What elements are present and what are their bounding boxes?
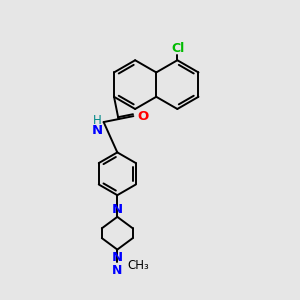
Text: N: N [112, 251, 123, 264]
Text: N: N [91, 124, 102, 137]
Text: N: N [112, 263, 122, 277]
Text: CH₃: CH₃ [128, 259, 149, 272]
Text: N: N [112, 203, 123, 216]
Text: O: O [137, 110, 148, 123]
Text: H: H [92, 114, 101, 128]
Text: Cl: Cl [171, 42, 184, 55]
